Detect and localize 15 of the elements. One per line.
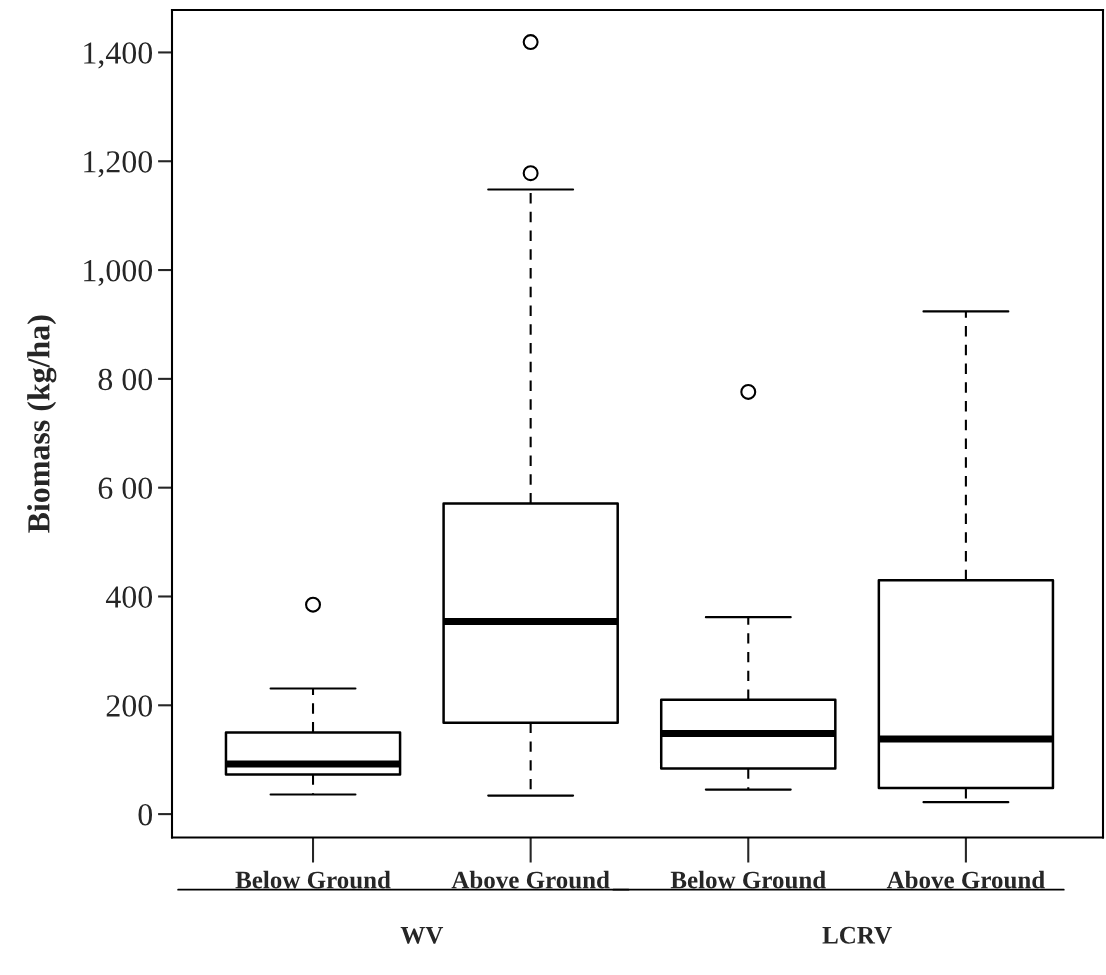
y-tick-label: 6 00	[98, 477, 153, 500]
y-tick-label: 1,400	[84, 42, 153, 69]
y-axis-title: Biomass (kg/ha)	[27, 315, 57, 533]
y-tick-label: 1,200	[84, 151, 153, 178]
y-tick-label: 1,000	[84, 259, 153, 287]
x-tick-label: Above Ground	[451, 870, 610, 889]
x-tick-label: Below Ground	[670, 870, 826, 889]
y-tick-label: 0	[138, 803, 153, 826]
x-tick-label: Above Ground	[886, 870, 1045, 889]
text: LCRV	[822, 926, 892, 944]
y-tick-label: 8 00	[98, 368, 153, 391]
x-tick-label: Below Ground	[235, 870, 391, 889]
y-tick-label: 400	[105, 586, 153, 608]
text: WV	[400, 927, 444, 944]
y-tick-label: 200	[106, 695, 153, 717]
